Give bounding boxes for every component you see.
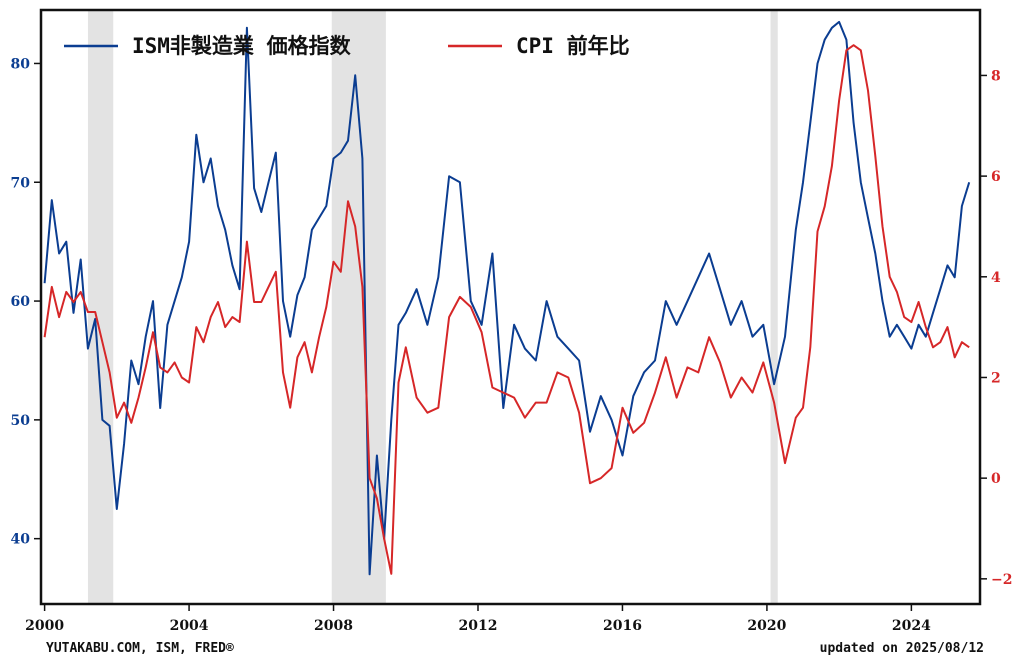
series-lines bbox=[43, 20, 971, 576]
recession-shading bbox=[87, 10, 778, 604]
left-tick-label: 70 bbox=[11, 175, 31, 191]
series-line-ism bbox=[43, 20, 971, 576]
x-tick-label: 2012 bbox=[459, 618, 498, 634]
source-credit: YUTAKABU.COM, ISM, FRED® bbox=[46, 641, 234, 656]
x-tick-label: 2004 bbox=[170, 618, 209, 634]
right-tick-label: 2 bbox=[991, 370, 1001, 386]
right-tick-label: 8 bbox=[991, 68, 1001, 84]
left-tick-label: 60 bbox=[11, 294, 31, 310]
recession-band-0 bbox=[87, 10, 114, 604]
legend-label-cpi: CPI 前年比 bbox=[516, 34, 630, 58]
right-tick-label: 6 bbox=[991, 169, 1001, 185]
recession-band-2 bbox=[770, 10, 778, 604]
updated-date: updated on 2025/08/12 bbox=[819, 641, 984, 656]
left-tick-label: 80 bbox=[11, 56, 31, 72]
legend-label-ism: ISM非製造業 価格指数 bbox=[132, 34, 352, 58]
x-tick-label: 2016 bbox=[603, 618, 642, 634]
recession-band-1 bbox=[331, 10, 386, 604]
x-tick-label: 2024 bbox=[892, 618, 931, 634]
x-tick-label: 2000 bbox=[25, 618, 64, 634]
legend: ISM非製造業 価格指数 CPI 前年比 bbox=[64, 34, 630, 58]
series-line-cpi bbox=[43, 44, 970, 575]
x-tick-label: 2020 bbox=[747, 618, 786, 634]
left-tick-label: 50 bbox=[11, 413, 31, 429]
plot-frame bbox=[39, 8, 982, 606]
x-tick-label: 2008 bbox=[314, 618, 353, 634]
right-tick-label: 0 bbox=[991, 471, 1001, 487]
right-tick-label: 4 bbox=[991, 270, 1001, 286]
right-tick-label: −2 bbox=[991, 572, 1012, 588]
left-tick-label: 40 bbox=[11, 532, 31, 548]
axis-ticks: 40 50 60 70 80 −2 0 2 4 6 8 2000 2004 2008 2012 2016 202… bbox=[11, 56, 1013, 634]
